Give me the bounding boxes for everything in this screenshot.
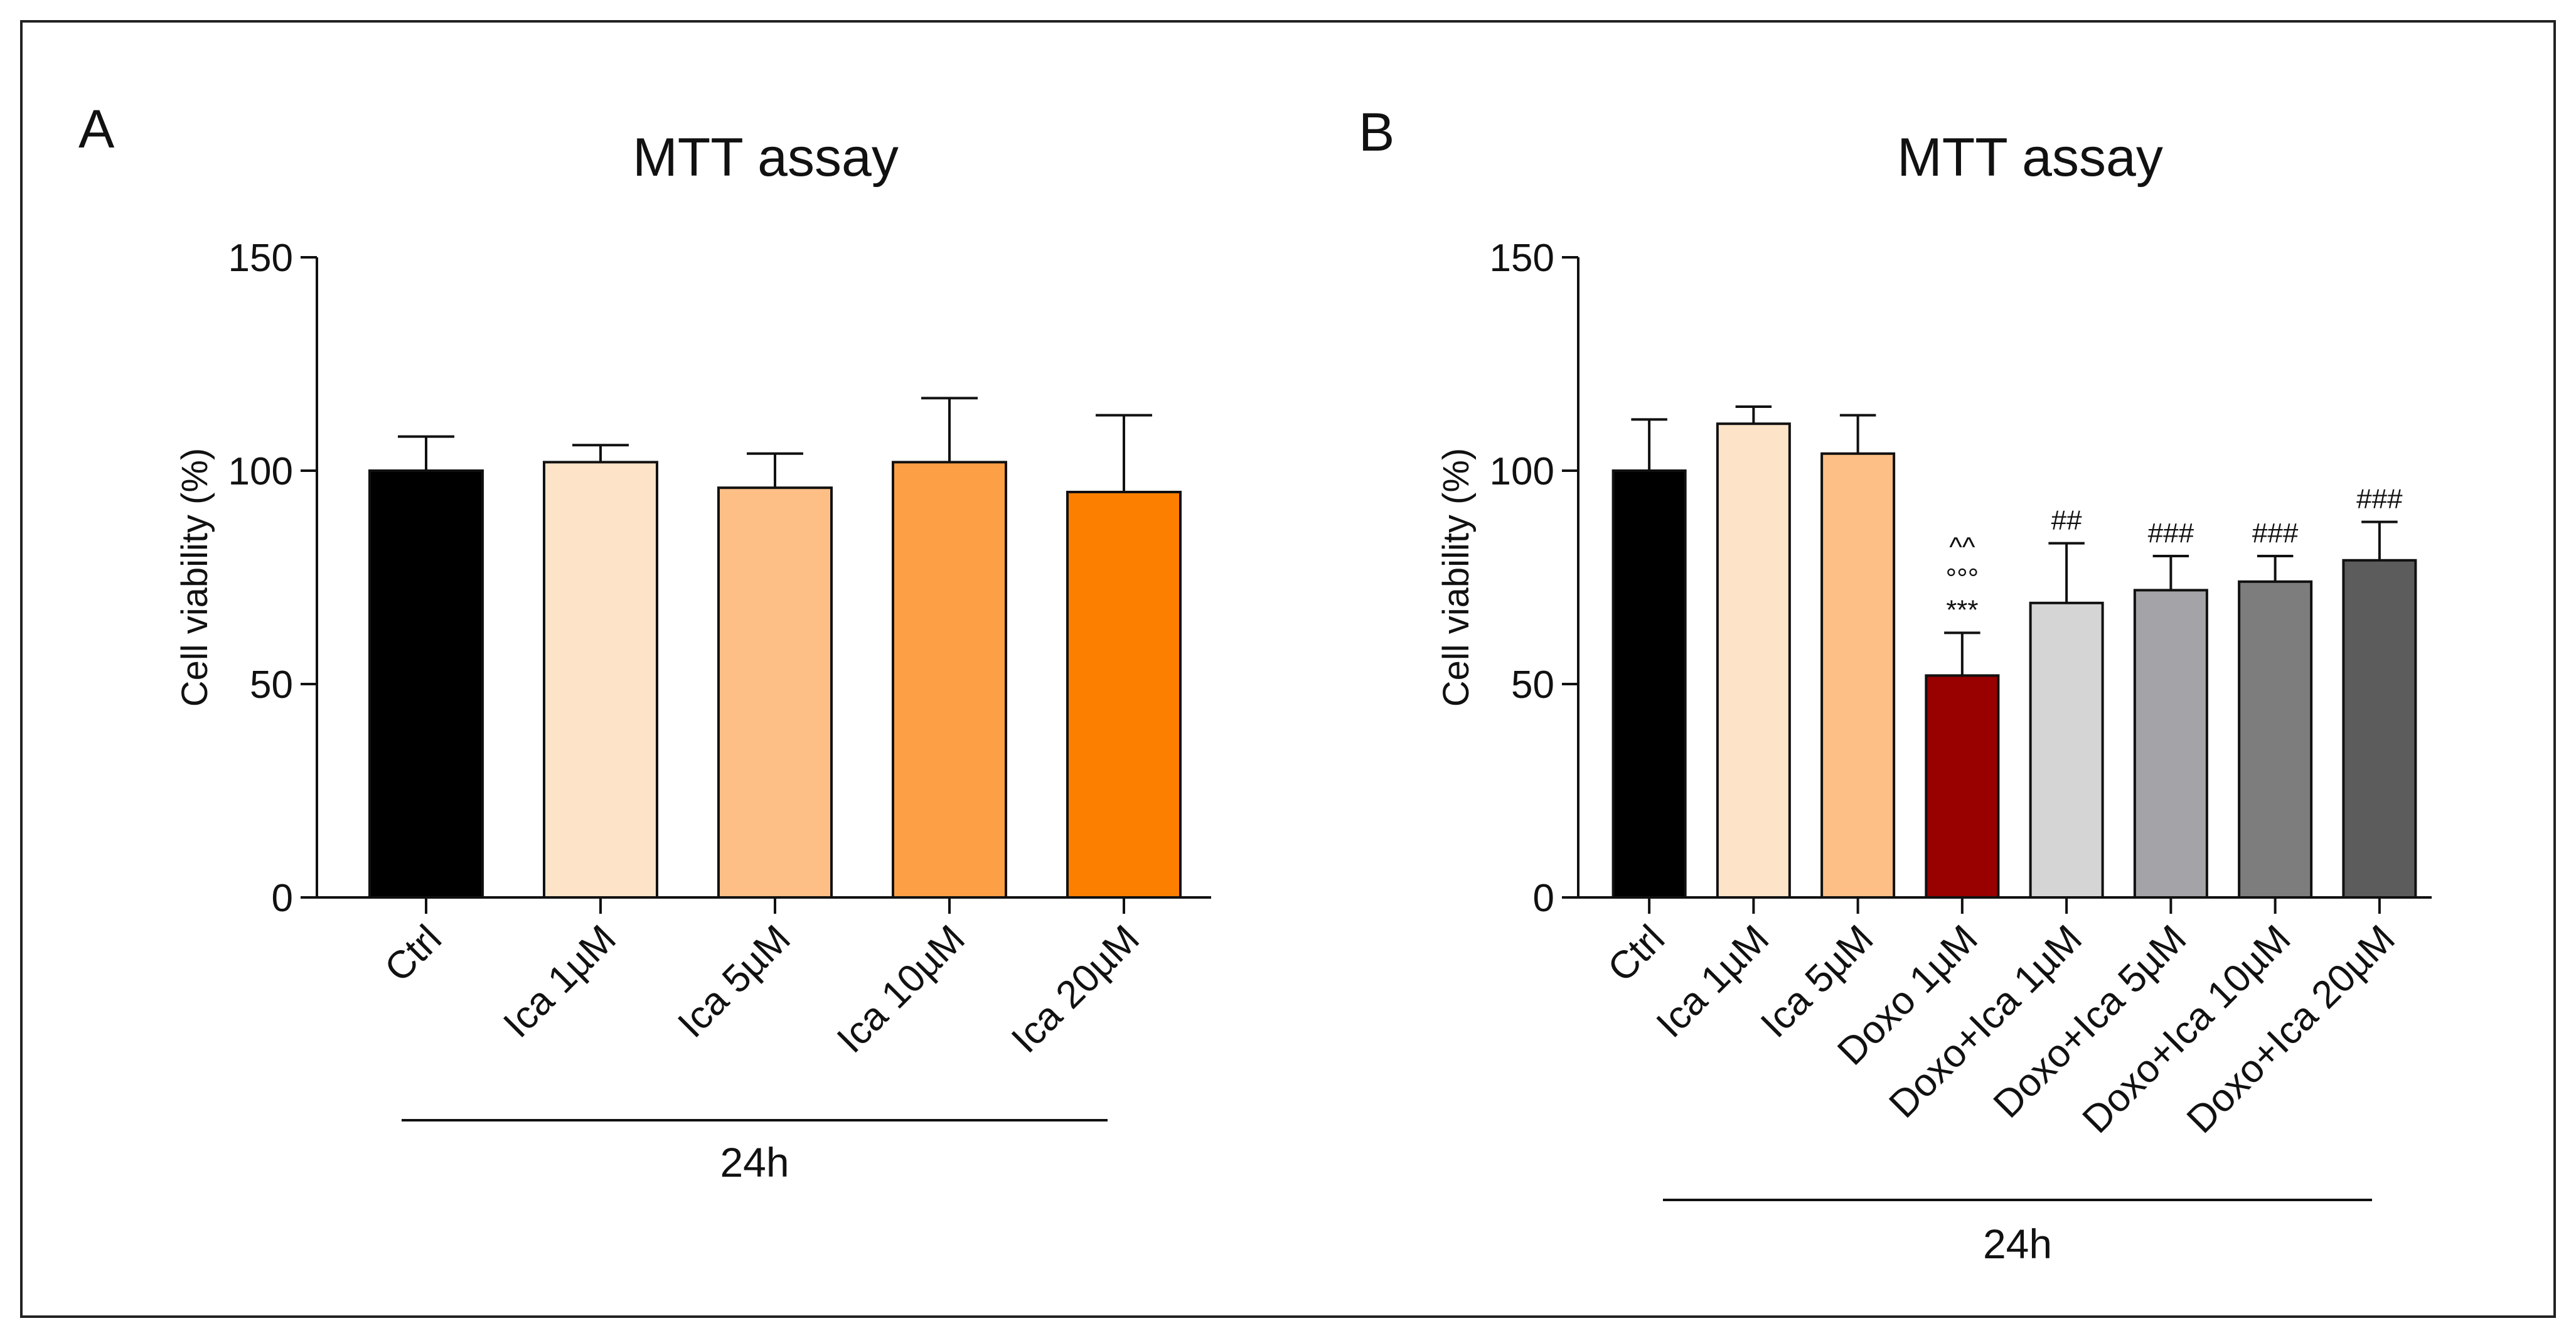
- group-label: 24h: [720, 1139, 789, 1185]
- bar: [2342, 559, 2417, 899]
- y-tick-label: 50: [1511, 663, 1554, 707]
- bar: [543, 461, 658, 899]
- bar: [1716, 422, 1791, 899]
- bar: [2238, 580, 2313, 899]
- panel-label: A: [78, 99, 115, 159]
- significance-mark: ###: [2356, 484, 2403, 515]
- significance-mark: ##: [2051, 505, 2082, 536]
- bar: [717, 486, 833, 899]
- group-label: 24h: [1983, 1221, 2052, 1267]
- significance-mark: ###: [2148, 518, 2194, 549]
- bar: [2029, 601, 2104, 899]
- y-tick-label: 100: [228, 450, 293, 493]
- y-tick-label: 100: [1490, 450, 1554, 493]
- bar: [1820, 452, 1896, 899]
- bar: [1611, 469, 1687, 899]
- y-axis-label: Cell viability (%): [1436, 448, 1477, 707]
- y-axis-label: Cell viability (%): [174, 448, 215, 707]
- chart-title: MTT assay: [633, 127, 899, 188]
- bar: [2133, 589, 2208, 899]
- bar: [1925, 674, 2000, 899]
- y-tick-label: 0: [1533, 877, 1554, 920]
- y-tick-label: 0: [272, 877, 293, 920]
- y-tick-label: 50: [250, 663, 293, 707]
- bar: [368, 469, 484, 899]
- y-tick-label: 150: [228, 237, 293, 280]
- significance-mark: ***: [1946, 594, 1978, 625]
- panel-label: B: [1359, 102, 1394, 163]
- bar: [892, 461, 1007, 899]
- y-tick-label: 150: [1490, 237, 1554, 280]
- significance-mark: ###: [2252, 518, 2299, 549]
- bar: [1066, 491, 1182, 899]
- chart-title: MTT assay: [1897, 127, 2163, 188]
- significance-mark: °°°: [1945, 563, 1979, 594]
- significance-mark: ^^: [1949, 532, 1975, 562]
